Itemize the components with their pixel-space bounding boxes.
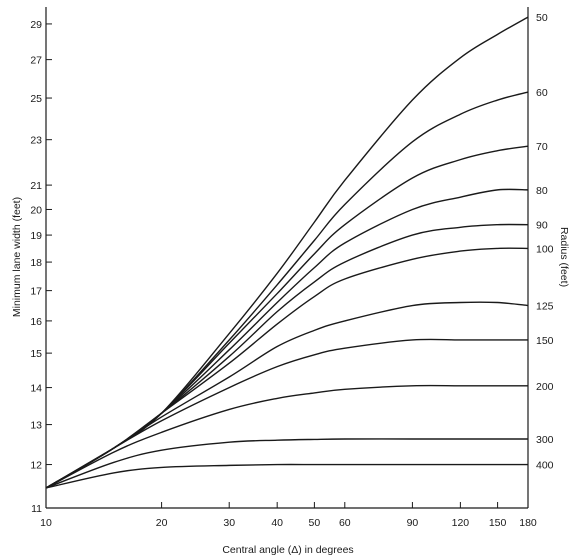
x-tick-label: 150 [489, 517, 507, 529]
x-tick-label: 60 [339, 517, 351, 529]
radius-label-100: 100 [536, 243, 554, 255]
y-tick-label: 11 [31, 503, 42, 515]
radius-curve-60 [45, 91, 529, 489]
right-axis-title: Radius (feet) [558, 227, 570, 287]
x-axis-ticks: 10 20 30 40 50 60 90 120 150 180 [40, 502, 537, 529]
radius-label-200: 200 [536, 381, 554, 393]
y-tick-label: 14 [30, 383, 42, 395]
y-tick-label: 23 [30, 135, 42, 147]
radius-curve-80 [45, 188, 529, 489]
radius-label-400: 400 [536, 460, 554, 472]
x-tick-label: 40 [271, 517, 283, 529]
radius-curve-90 [45, 223, 529, 489]
radius-label-90: 90 [536, 220, 548, 232]
x-tick-label: 120 [452, 517, 470, 529]
x-axis-title: Central angle (Δ) in degrees [222, 544, 353, 556]
y-tick-label: 25 [30, 93, 42, 105]
x-tick-label: 180 [519, 517, 537, 529]
y-tick-label: 16 [30, 316, 42, 328]
plot-frame [45, 7, 529, 509]
y-tick-label: 17 [30, 286, 42, 298]
radius-label-60: 60 [536, 87, 548, 99]
radius-curve-200 [45, 384, 528, 489]
radius-curve-300 [45, 438, 528, 489]
y-tick-label: 19 [30, 230, 42, 242]
radius-curve-100 [45, 247, 529, 489]
y-tick-label: 27 [30, 55, 42, 67]
radius-curve-150 [45, 338, 528, 489]
x-tick-label: 10 [40, 517, 52, 529]
radius-label-80: 80 [536, 185, 548, 197]
y-tick-label: 20 [30, 204, 42, 216]
radius-curves [45, 16, 529, 489]
radius-labels: 50 60 70 80 90 100 125 150 200 300 400 [536, 12, 554, 471]
x-tick-label: 20 [156, 517, 168, 529]
radius-label-50: 50 [536, 12, 548, 24]
radius-curve-50 [45, 16, 529, 489]
radius-label-70: 70 [536, 141, 548, 153]
radius-label-150: 150 [536, 335, 554, 347]
y-tick-label: 29 [30, 19, 42, 31]
radius-curve-400 [45, 463, 528, 489]
y-axis-ticks: 11 12 13 14 15 16 17 18 19 20 21 23 25 27 29 [30, 19, 52, 515]
x-tick-label: 30 [223, 517, 235, 529]
radius-label-300: 300 [536, 434, 554, 446]
y-tick-label: 15 [30, 348, 42, 360]
x-tick-label: 90 [407, 517, 419, 529]
y-tick-label: 12 [30, 460, 42, 472]
y-axis-title: Minimum lane width (feet) [11, 197, 23, 317]
y-tick-label: 21 [30, 180, 42, 192]
y-tick-label: 13 [30, 420, 42, 432]
y-tick-label: 18 [30, 257, 42, 269]
x-tick-label: 50 [309, 517, 321, 529]
radius-curve-125 [45, 301, 529, 489]
radius-label-125: 125 [536, 301, 554, 313]
